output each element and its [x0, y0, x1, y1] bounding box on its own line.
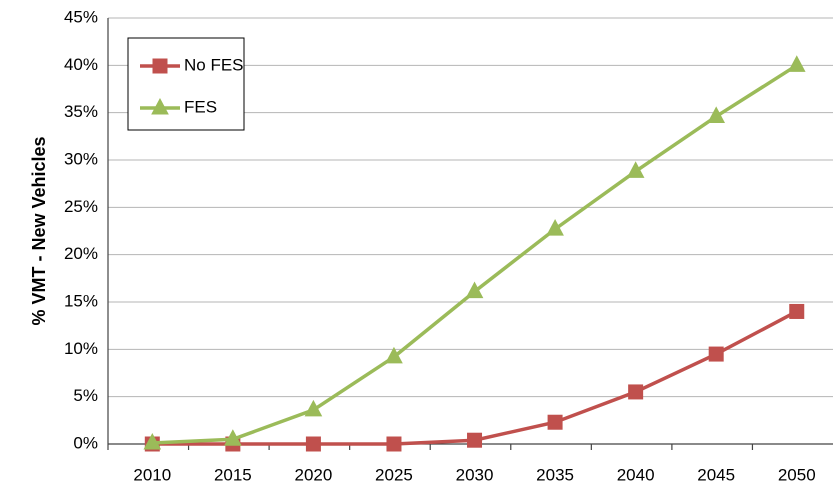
x-tick-label: 2010 [133, 465, 171, 484]
data-point [626, 161, 645, 178]
y-tick-label: 35% [64, 102, 98, 121]
data-point [465, 281, 484, 299]
data-point [787, 55, 806, 72]
y-tick-label: 5% [73, 386, 98, 405]
y-tick-label: 40% [64, 55, 98, 74]
y-axis-label: % VMT - New Vehicles [29, 136, 49, 325]
data-point [224, 429, 242, 446]
data-point [467, 432, 483, 448]
data-point [385, 346, 403, 364]
legend-marker [152, 58, 168, 74]
y-tick-label: 25% [64, 197, 98, 216]
legend-box [127, 37, 245, 131]
data-point [304, 399, 323, 417]
data-point [143, 432, 162, 450]
y-tick-label: 20% [64, 244, 98, 263]
data-point [547, 414, 563, 430]
x-tick-label: 2030 [456, 465, 494, 484]
data-point [707, 106, 726, 123]
y-tick-label: 0% [73, 433, 98, 452]
y-tick-label: 45% [64, 7, 98, 26]
series-line [152, 309, 798, 446]
legend-marker [151, 97, 169, 115]
data-point [628, 384, 644, 400]
x-tick-label: 2045 [697, 465, 735, 484]
data-point [546, 219, 564, 236]
y-tick-label: 10% [64, 339, 98, 358]
x-tick-label: 2050 [778, 465, 816, 484]
y-tick-label: 30% [64, 149, 98, 168]
y-tick-label: 15% [64, 291, 98, 310]
x-tick-label: 2035 [536, 465, 574, 484]
data-point [305, 436, 321, 452]
x-tick-label: 2025 [375, 465, 413, 484]
legend-label: FES [184, 97, 217, 116]
x-tick-label: 2040 [617, 465, 655, 484]
legend-label: No FES [184, 55, 244, 74]
data-point [708, 346, 724, 362]
data-point [789, 303, 805, 319]
x-tick-label: 2020 [295, 465, 333, 484]
x-tick-label: 2015 [214, 465, 252, 484]
data-point [386, 436, 402, 452]
